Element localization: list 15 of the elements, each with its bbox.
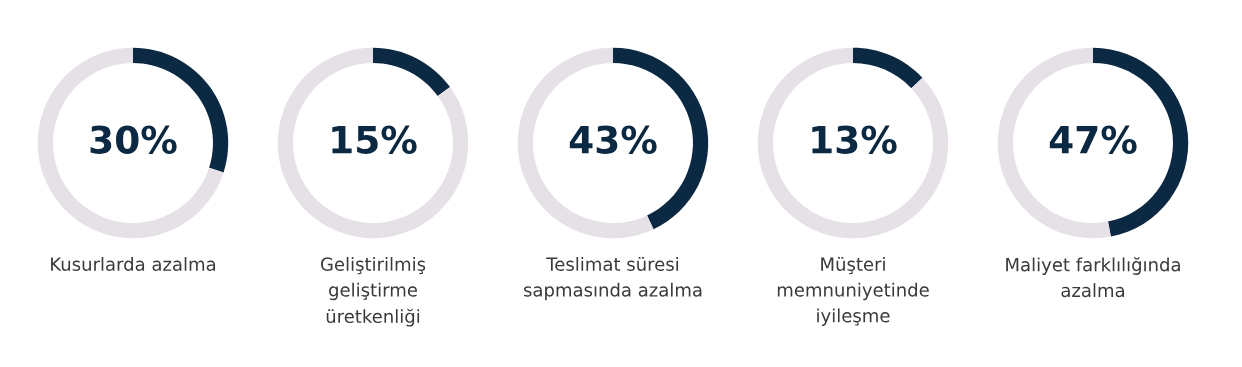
data-label: 13%	[812, 125, 897, 154]
donut-slice	[37, 47, 224, 239]
data-label: 30%	[90, 125, 177, 154]
donut-slice	[757, 47, 949, 239]
text: Müşteri memnuniyetinde iyileşme	[777, 257, 929, 326]
text: Kusurlarda azalma	[51, 257, 216, 271]
donut-slice	[373, 47, 451, 96]
donut-slice	[853, 47, 923, 89]
data-label: 47%	[1049, 125, 1137, 154]
data-label: 43%	[569, 125, 657, 154]
text: Teslimat süresi sapmasında azalma	[523, 257, 702, 301]
text: Maliyet farklılığında azalma	[1006, 257, 1180, 298]
text: Geliştirilmiş geliştirme üretkenliği	[320, 257, 426, 327]
data-label: 15%	[332, 125, 417, 154]
donut-slice	[277, 47, 469, 239]
